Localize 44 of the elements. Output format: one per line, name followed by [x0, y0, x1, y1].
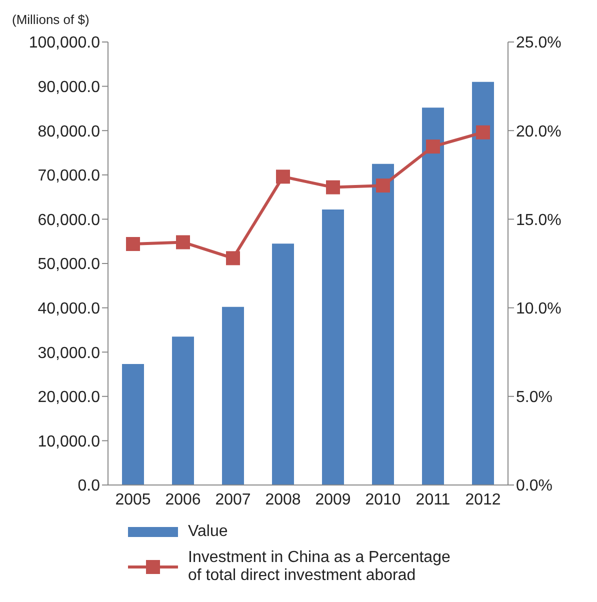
bar: [472, 82, 494, 485]
bar: [122, 364, 144, 485]
y-tick-label: 60,000.0: [38, 212, 100, 229]
x-tick-label: 2007: [215, 491, 251, 508]
x-tick-label: 2011: [416, 491, 450, 508]
bar: [372, 164, 394, 485]
y-tick-label: 50,000.0: [38, 256, 100, 274]
point: [126, 237, 140, 252]
y-tick-label: 20,000.0: [38, 389, 100, 406]
y2-tick-label: 10.0%: [516, 300, 562, 318]
point: [376, 178, 390, 193]
y-tick-label: 80,000.0: [38, 123, 100, 140]
bar: [322, 209, 344, 485]
bar: [422, 108, 444, 485]
y-tick-label: 40,000.0: [38, 300, 100, 318]
x-tick-label: 2009: [315, 491, 351, 508]
bar: [272, 244, 294, 485]
point: [276, 170, 290, 184]
point: [176, 235, 190, 250]
y2-tick-label: 20.0%: [516, 123, 562, 140]
bar: [172, 336, 194, 485]
x-tick-label: 2012: [465, 491, 501, 508]
y-tick-label: 0.0: [78, 478, 100, 495]
y-axis-title: (Millions of $): [12, 12, 90, 27]
y-tick-label: 90,000.0: [38, 78, 100, 96]
y-tick-label: 70,000.0: [38, 168, 100, 185]
x-tick-label: 2005: [115, 491, 151, 508]
y2-tick-label: 5.0%: [516, 389, 552, 406]
point: [426, 140, 440, 154]
y-tick-label: 30,000.0: [38, 344, 100, 362]
x-tick-label: 2008: [265, 491, 301, 508]
y2-tick-label: 25.0%: [516, 34, 562, 52]
x-tick-label: 2006: [165, 491, 201, 508]
bar: [222, 306, 244, 485]
y-tick-label: 100,000.0: [28, 34, 100, 52]
y2-tick-label: 15.0%: [516, 212, 562, 229]
y-tick-label: 10,000.0: [38, 433, 100, 450]
legend-label: Value: [188, 523, 229, 541]
point: [476, 125, 490, 140]
y2-tick-label: 0.0%: [516, 478, 552, 495]
point: [326, 180, 340, 194]
legend-label: Investment in China as a Percentage of total direct investment aborad: [188, 549, 452, 585]
x-tick-label: 2010: [365, 491, 401, 508]
point: [226, 251, 240, 266]
